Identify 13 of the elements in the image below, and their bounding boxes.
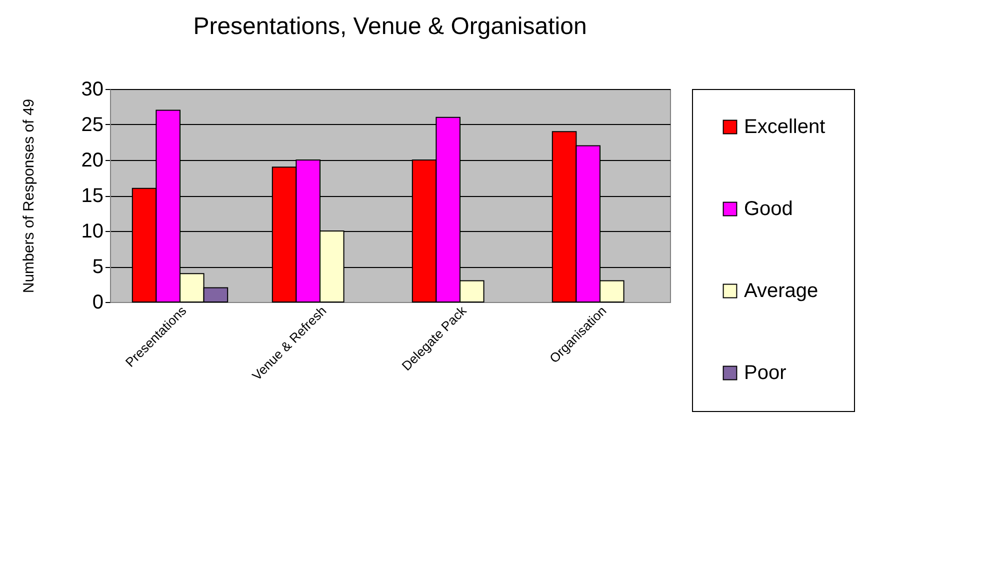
legend-label: Excellent [744, 116, 826, 138]
y-tick-label: 20 [81, 150, 104, 172]
y-tick-label: 10 [81, 220, 104, 242]
chart-title: Presentations, Venue & Organisation [193, 13, 587, 40]
legend-label: Average [744, 280, 818, 302]
legend-label: Poor [744, 362, 787, 384]
y-tick-label: 0 [92, 292, 104, 314]
y-tick-label: 30 [81, 78, 104, 100]
y-tick-label: 25 [81, 114, 104, 136]
y-axis-title: Numbers of Responses of 49 [20, 98, 38, 294]
y-tick-label: 15 [81, 185, 104, 207]
y-tick-label: 5 [92, 256, 104, 278]
legend-label: Good [744, 198, 793, 220]
